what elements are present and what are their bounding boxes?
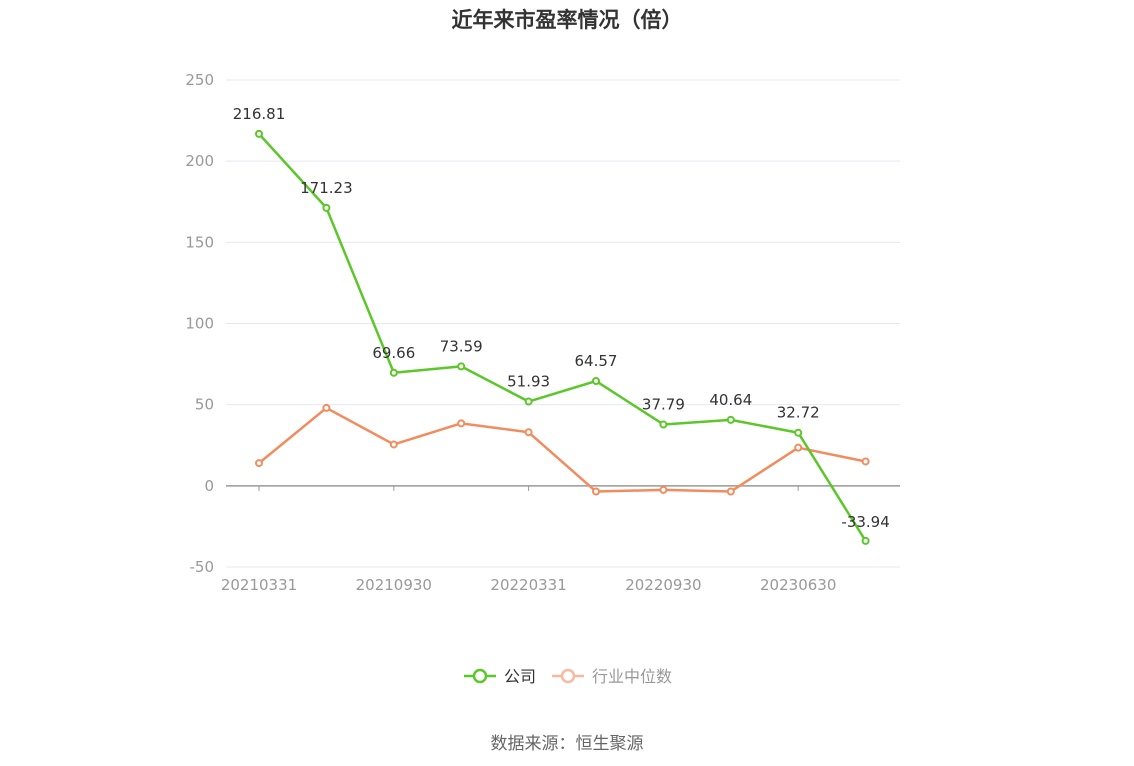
x-tick-label: 20210930 [356, 576, 432, 594]
y-tick-label: 150 [185, 233, 214, 251]
data-label: 73.59 [440, 337, 483, 355]
y-tick-label: 100 [185, 315, 214, 333]
data-point [322, 203, 331, 212]
y-tick-label: 50 [195, 396, 214, 414]
x-tick-label: 20230630 [760, 576, 836, 594]
data-label: 64.57 [575, 352, 618, 370]
data-label: 51.93 [507, 373, 550, 391]
y-tick-label: -50 [190, 558, 215, 576]
y-tick-label: 0 [204, 477, 214, 495]
data-point [659, 485, 668, 494]
data-label: 40.64 [709, 391, 752, 409]
data-point [457, 419, 466, 428]
data-point [592, 377, 600, 386]
data-point [255, 129, 263, 138]
data-point [457, 362, 466, 371]
series-line [258, 406, 866, 493]
legend-marker [472, 668, 488, 684]
y-tick-label: 200 [185, 152, 214, 170]
data-point [861, 457, 870, 466]
data-label: 69.66 [372, 344, 415, 362]
data-point [255, 459, 263, 468]
legend-label: 行业中位数 [592, 667, 672, 686]
data-point [794, 428, 803, 437]
legend-marker [560, 668, 576, 684]
data-point [726, 487, 735, 496]
data-point [389, 368, 398, 377]
data-point [524, 428, 533, 437]
y-tick-label: 250 [185, 71, 214, 89]
data-point [726, 415, 735, 424]
data-label: 216.81 [233, 105, 286, 123]
x-tick-label: 20220331 [490, 576, 566, 594]
data-point [794, 443, 803, 452]
data-label: -33.94 [841, 513, 889, 531]
series-line [258, 133, 867, 542]
chart-title: 近年来市盈率情况（倍） [451, 8, 683, 32]
data-label: 37.79 [642, 395, 685, 413]
data-point [659, 420, 668, 429]
data-point [322, 403, 331, 412]
data-point [861, 536, 870, 545]
data-point [592, 487, 600, 496]
x-tick-label: 20210331 [221, 576, 297, 594]
data-label: 171.23 [300, 179, 353, 197]
data-label: 32.72 [777, 404, 820, 422]
x-tick-label: 20220930 [625, 576, 701, 594]
legend-label: 公司 [504, 667, 536, 686]
data-source: 数据来源：恒生聚源 [490, 734, 644, 754]
data-point [524, 397, 533, 406]
data-point [389, 440, 398, 449]
